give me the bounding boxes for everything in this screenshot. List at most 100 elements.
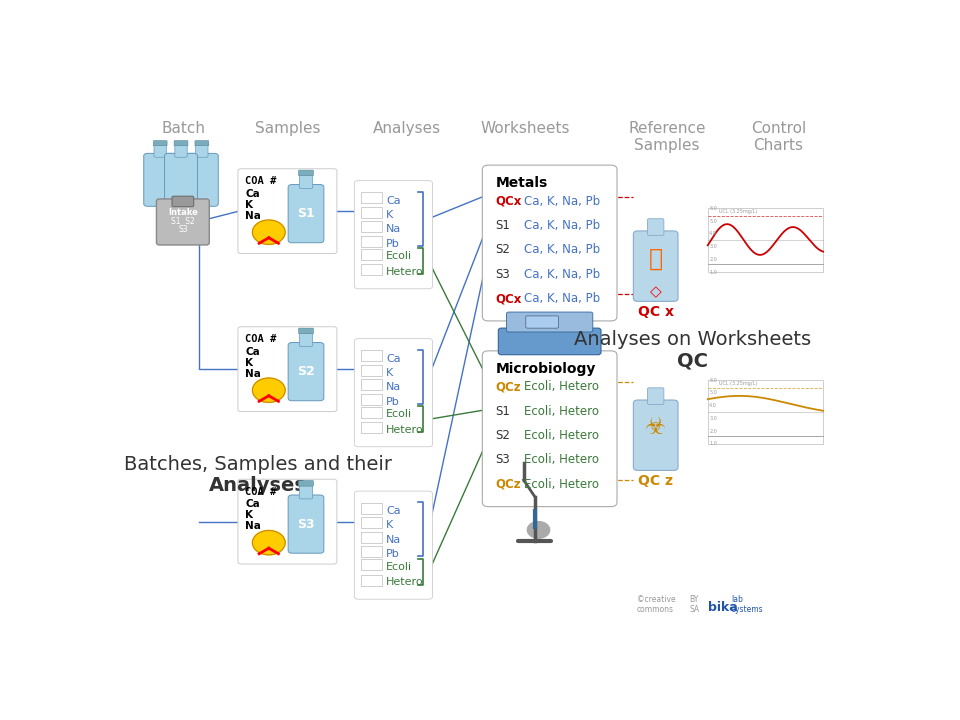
FancyBboxPatch shape	[238, 168, 337, 253]
Text: 5.0: 5.0	[709, 390, 717, 395]
Text: UCL (3.25mg/L): UCL (3.25mg/L)	[719, 210, 757, 215]
Text: Analyses: Analyses	[372, 121, 441, 136]
Text: Analyses on Worksheets: Analyses on Worksheets	[574, 330, 811, 349]
FancyBboxPatch shape	[634, 231, 678, 302]
FancyBboxPatch shape	[361, 221, 382, 233]
Text: Na: Na	[386, 382, 401, 392]
Text: Ecoli, Hetero: Ecoli, Hetero	[524, 380, 599, 393]
FancyBboxPatch shape	[288, 184, 324, 243]
FancyBboxPatch shape	[647, 219, 664, 235]
Text: S1  S2: S1 S2	[171, 217, 195, 225]
Text: ◇: ◇	[650, 284, 661, 299]
Text: Samples: Samples	[254, 121, 320, 136]
Text: S1: S1	[495, 405, 511, 418]
Text: Ecoli: Ecoli	[386, 562, 413, 572]
FancyBboxPatch shape	[172, 196, 194, 207]
Text: lab
systems: lab systems	[732, 595, 763, 614]
Text: Na: Na	[386, 535, 401, 545]
FancyBboxPatch shape	[144, 153, 177, 207]
Text: QCx: QCx	[495, 292, 522, 305]
Text: 2.0: 2.0	[709, 257, 717, 262]
Text: 1.0: 1.0	[709, 269, 717, 274]
FancyBboxPatch shape	[288, 343, 324, 401]
FancyBboxPatch shape	[708, 208, 823, 272]
Text: BY
SA: BY SA	[689, 595, 699, 614]
FancyBboxPatch shape	[164, 153, 198, 207]
Text: S2: S2	[298, 365, 315, 378]
Text: K: K	[246, 510, 253, 521]
Text: Hetero: Hetero	[386, 577, 424, 587]
Circle shape	[252, 378, 285, 402]
Circle shape	[257, 382, 280, 399]
Text: 4.0: 4.0	[709, 231, 717, 236]
FancyBboxPatch shape	[361, 264, 382, 276]
Circle shape	[252, 531, 285, 555]
FancyBboxPatch shape	[299, 328, 313, 333]
Circle shape	[257, 224, 280, 240]
FancyBboxPatch shape	[288, 495, 324, 553]
FancyBboxPatch shape	[647, 388, 664, 405]
Text: S3: S3	[178, 225, 188, 234]
Text: S1: S1	[298, 207, 315, 220]
Circle shape	[257, 534, 280, 551]
FancyBboxPatch shape	[361, 379, 382, 390]
Text: Ca, K, Na, Pb: Ca, K, Na, Pb	[524, 219, 600, 232]
Text: 6.0: 6.0	[709, 206, 717, 211]
Text: Hetero: Hetero	[386, 266, 424, 276]
Text: Pb: Pb	[386, 549, 400, 559]
Text: Ca: Ca	[246, 189, 260, 199]
Text: QC x: QC x	[637, 305, 674, 319]
FancyBboxPatch shape	[482, 351, 617, 507]
Text: K: K	[386, 210, 394, 220]
Text: 3.0: 3.0	[709, 416, 717, 421]
FancyBboxPatch shape	[361, 517, 382, 528]
Text: Ca, K, Na, Pb: Ca, K, Na, Pb	[524, 268, 600, 281]
Circle shape	[252, 220, 285, 244]
Text: 6.0: 6.0	[709, 378, 717, 383]
Text: QC z: QC z	[638, 474, 673, 487]
FancyBboxPatch shape	[361, 575, 382, 586]
Text: Ecoli: Ecoli	[386, 409, 413, 419]
FancyBboxPatch shape	[354, 181, 432, 289]
Text: Ecoli: Ecoli	[386, 251, 413, 261]
Text: Microbiology: Microbiology	[495, 362, 596, 376]
Text: Ca, K, Na, Pb: Ca, K, Na, Pb	[524, 292, 600, 305]
Text: 5.0: 5.0	[709, 219, 717, 224]
FancyBboxPatch shape	[361, 503, 382, 514]
Text: K: K	[246, 199, 253, 210]
FancyBboxPatch shape	[354, 338, 432, 446]
FancyBboxPatch shape	[498, 328, 601, 355]
Text: 1.0: 1.0	[709, 441, 717, 446]
FancyBboxPatch shape	[174, 140, 188, 145]
Text: 2.0: 2.0	[709, 428, 717, 433]
Text: Metals: Metals	[495, 176, 548, 190]
Text: COA #: COA #	[246, 487, 276, 497]
FancyBboxPatch shape	[300, 174, 313, 189]
FancyBboxPatch shape	[361, 207, 382, 217]
Text: Na: Na	[246, 521, 261, 531]
FancyBboxPatch shape	[156, 199, 209, 245]
Text: QCz: QCz	[495, 380, 521, 393]
Text: K: K	[386, 521, 394, 531]
FancyBboxPatch shape	[154, 140, 167, 145]
Text: S3: S3	[495, 268, 511, 281]
FancyBboxPatch shape	[361, 394, 382, 405]
Text: Ecoli, Hetero: Ecoli, Hetero	[524, 429, 599, 442]
Text: Ecoli, Hetero: Ecoli, Hetero	[524, 478, 599, 491]
FancyBboxPatch shape	[361, 351, 382, 361]
Text: Reference
Samples: Reference Samples	[628, 121, 706, 153]
Text: UCL (3.25mg/L): UCL (3.25mg/L)	[719, 381, 757, 386]
Text: Ca: Ca	[246, 499, 260, 509]
FancyBboxPatch shape	[299, 170, 313, 176]
Text: Ecoli, Hetero: Ecoli, Hetero	[524, 405, 599, 418]
FancyBboxPatch shape	[300, 485, 313, 499]
Text: S1: S1	[495, 219, 511, 232]
Text: QC: QC	[678, 351, 708, 370]
Text: Control
Charts: Control Charts	[751, 121, 806, 153]
Text: K: K	[246, 358, 253, 368]
Text: Ca, K, Na, Pb: Ca, K, Na, Pb	[524, 194, 600, 207]
Text: COA #: COA #	[246, 176, 276, 186]
FancyBboxPatch shape	[185, 153, 218, 207]
Text: 🔥: 🔥	[649, 246, 662, 270]
Text: S3: S3	[298, 518, 315, 531]
